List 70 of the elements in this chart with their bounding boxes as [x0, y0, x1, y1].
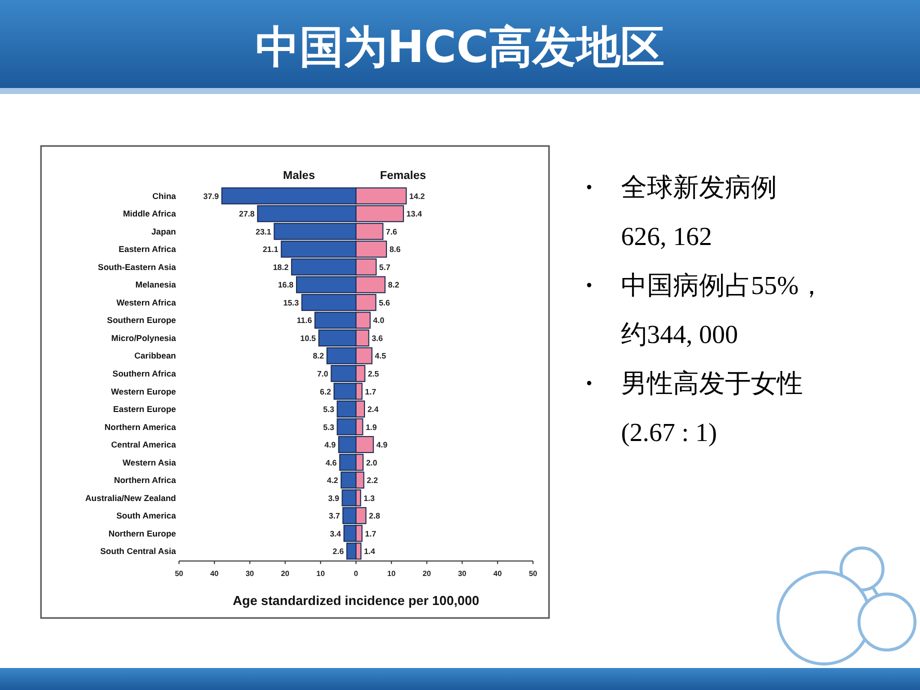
- y-tick-label: South Central Asia: [100, 546, 176, 556]
- text: • 中国病例占55%，约344, 000: [586, 271, 825, 349]
- data-label: 3.7: [328, 512, 340, 521]
- y-tick-label: Northern Africa: [114, 475, 176, 486]
- data-label: 4.0: [373, 316, 385, 326]
- data-label: 5.3: [323, 405, 335, 414]
- y-tick-label: Eastern Africa: [118, 244, 176, 254]
- data-label: 4.2: [327, 476, 339, 486]
- data-label: 8.6: [389, 245, 402, 254]
- data-label: 8.2: [312, 352, 325, 361]
- y-tick-label: Melanesia: [135, 280, 176, 290]
- data-label: 21.1: [262, 245, 279, 254]
- y-tick-label: Northern America: [104, 422, 176, 432]
- data-label: 18.2: [272, 262, 290, 272]
- data-label: 11.6: [296, 316, 312, 326]
- y-tick-label: China: [152, 190, 176, 201]
- data-label: 6.2: [320, 387, 332, 396]
- data-label: 5.6: [378, 298, 390, 308]
- data-label: 7.6: [386, 227, 398, 236]
- data-label: 4.5: [374, 352, 387, 361]
- y-tick-label: Western Asia: [122, 457, 176, 468]
- y-tick-label: Southern Europe: [107, 315, 176, 326]
- data-label: 1.7: [365, 529, 377, 538]
- y-tick-label: Eastern Europe: [113, 404, 176, 414]
- y-tick-label: Western Europe: [110, 386, 176, 396]
- y-tick-label: South America: [116, 510, 176, 521]
- data-label: 4.6: [326, 458, 338, 468]
- data-label: 2.6: [332, 547, 344, 556]
- data-label: 2.2: [366, 476, 378, 486]
- data-label: 1.4: [364, 547, 376, 556]
- y-tick-label: Central America: [111, 440, 176, 450]
- data-label: 7.0: [317, 370, 329, 378]
- data-label: 10.5: [300, 334, 316, 343]
- text: • 男性高发于女性 (2.67 : 1): [586, 369, 803, 447]
- data-label: 14.2: [409, 192, 426, 201]
- data-label: 5.7: [379, 262, 391, 272]
- data-label: 3.4: [330, 529, 342, 538]
- data-label: 16.8: [278, 280, 294, 290]
- series-label: Females: [380, 170, 426, 182]
- series-label: Males: [283, 170, 315, 182]
- y-tick-label: Japan: [151, 226, 176, 236]
- data-label: 3.6: [372, 334, 384, 343]
- data-label: 27.8: [239, 210, 256, 219]
- data-label: 13.4: [406, 210, 423, 219]
- data-label: 8.2: [388, 280, 400, 290]
- data-label: 5.3: [323, 422, 335, 432]
- data-label: 2.4: [367, 405, 380, 414]
- data-label: 2.0: [366, 458, 378, 468]
- y-tick-label: Northern Europe: [108, 528, 176, 538]
- y-tick-label: Caribbean: [134, 350, 176, 361]
- data-label: 23.1: [256, 227, 272, 236]
- chart-title: 中国为HCC高发地区: [255, 22, 665, 73]
- y-tick-label: Western Africa: [116, 297, 176, 308]
- data-label: 1.7: [365, 387, 377, 396]
- data-label: 2.8: [368, 512, 381, 521]
- data-label: 3.9: [328, 494, 340, 503]
- y-tick-label: South-Eastern Asia: [98, 262, 176, 272]
- y-tick-label: Australia/New Zealand: [85, 492, 176, 503]
- data-label: 1.9: [366, 422, 378, 432]
- data-label: 4.9: [324, 440, 336, 450]
- x-axis-title: Age standardized incidence per 100,000: [232, 593, 480, 608]
- y-tick-label: Southern Africa: [112, 368, 176, 378]
- y-tick-label: Micro/Polynesia: [111, 332, 176, 343]
- data-label: 2.5: [368, 370, 380, 378]
- text: • 全球新发病例 626, 162: [586, 173, 777, 251]
- y-tick-label: Middle Africa: [122, 208, 176, 219]
- data-label: 4.9: [376, 440, 388, 450]
- data-label: 1.3: [364, 494, 376, 503]
- data-label: 37.9: [203, 192, 220, 201]
- data-label: 15.3: [283, 298, 300, 308]
